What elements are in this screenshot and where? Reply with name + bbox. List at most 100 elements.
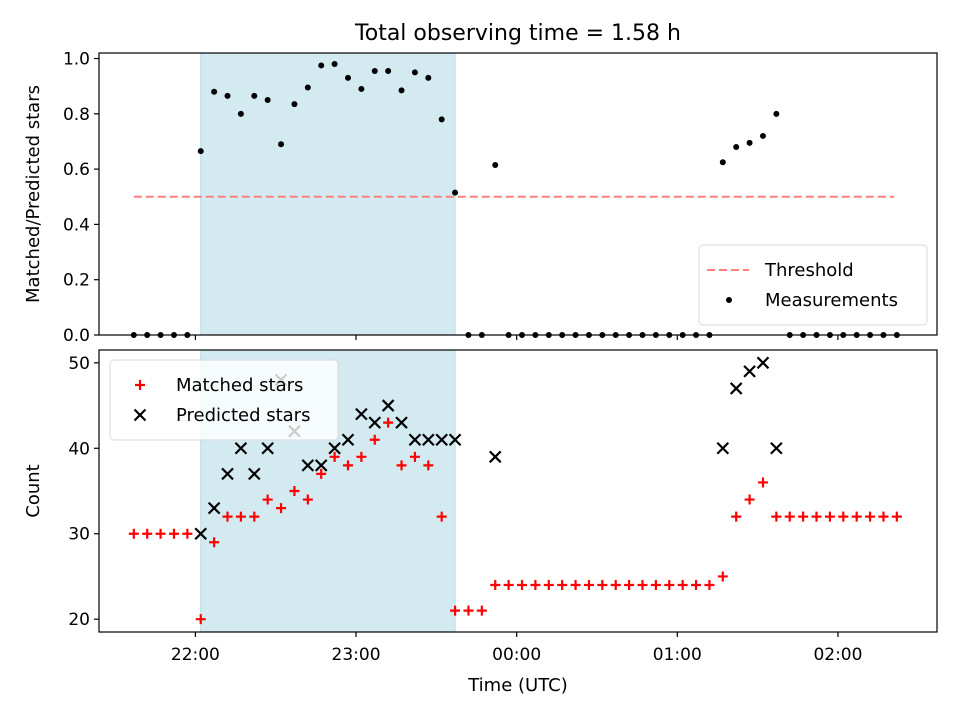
predicted-stars-point <box>729 382 743 395</box>
y-tick-label: 0.2 <box>63 271 90 291</box>
x-tick-label: 00:00 <box>492 645 541 665</box>
matched-stars-point <box>610 580 621 590</box>
matched-stars-point <box>851 511 862 522</box>
predicted-stars-point <box>261 441 274 455</box>
legend: Threshold Measurements <box>698 244 928 326</box>
y-tick-label: 0.4 <box>63 215 90 235</box>
measurements-point <box>278 141 285 148</box>
bottom-panel-counts: 20 30 40 50 22:00 23:00 00:00 01:00 02:00 Count Ma… <box>23 349 938 665</box>
predicted-stars-point <box>314 459 328 472</box>
observing-window-span <box>200 52 456 336</box>
legend-swatch <box>133 408 147 422</box>
matched-stars-point <box>476 605 487 616</box>
measurements-point <box>224 92 231 99</box>
matched-stars-point <box>249 511 260 522</box>
measurements-point <box>237 110 244 117</box>
matched-stars-point <box>784 511 795 522</box>
y-tick-label: 40 <box>68 439 90 459</box>
matched-stars-point <box>891 511 902 522</box>
matched-stars-point <box>838 511 849 522</box>
x-tick-label: 01:00 <box>653 645 702 665</box>
measurements-point <box>759 132 766 139</box>
measurements-point <box>304 84 311 91</box>
matched-stars-point <box>517 580 528 590</box>
matched-stars-point <box>383 417 394 428</box>
matched-stars-point <box>865 511 876 522</box>
y-tick-label: 1.0 <box>63 50 90 70</box>
y-axis-label: Count <box>23 464 44 517</box>
matched-stars-point <box>677 580 688 590</box>
matched-stars-point <box>195 614 206 625</box>
predicted-stars-point <box>770 441 783 455</box>
matched-stars-point <box>142 528 153 539</box>
matched-stars-point <box>691 580 702 590</box>
measurements-point <box>411 69 418 76</box>
y-tick-label: 50 <box>68 354 90 374</box>
y-tick-label: 30 <box>68 525 90 545</box>
measurements-point <box>344 74 351 81</box>
predicted-stars-point <box>248 467 261 481</box>
measurements-point <box>211 88 218 95</box>
measurements-point <box>438 116 445 123</box>
measurements-point <box>358 85 365 92</box>
measurements-point <box>371 67 378 74</box>
predicted-stars-point <box>716 441 730 455</box>
matched-stars-point <box>342 460 353 471</box>
measurements-point <box>733 144 740 150</box>
matched-stars-point <box>450 605 461 616</box>
matched-stars-point <box>824 511 835 522</box>
matched-stars-point <box>717 571 728 582</box>
matched-stars-point <box>262 494 273 505</box>
matched-stars-point <box>637 580 648 590</box>
matched-stars-point <box>356 451 367 462</box>
matched-stars-point <box>503 580 514 590</box>
matched-stars-point <box>289 486 300 496</box>
y-tick-label: 0.6 <box>63 160 90 180</box>
matched-stars-point <box>543 580 554 590</box>
matched-stars-point <box>463 605 474 616</box>
measurements-point <box>398 87 405 94</box>
y-tick-label: 20 <box>68 610 90 630</box>
predicted-stars-point <box>743 365 756 378</box>
matched-stars-point <box>757 477 768 488</box>
measurements-point <box>385 67 392 74</box>
matched-stars-point <box>316 468 327 479</box>
matched-stars-point <box>650 580 661 590</box>
predicted-stars-point <box>408 433 422 447</box>
matched-stars-point <box>771 511 782 522</box>
measurements-point <box>197 148 204 155</box>
predicted-stars-point <box>448 433 462 447</box>
matched-stars-point <box>436 511 447 522</box>
axes-frame <box>98 349 938 633</box>
legend-label: Measurements <box>765 290 898 311</box>
axes-frame <box>98 52 938 336</box>
matched-stars-point <box>731 511 742 522</box>
measurements-point <box>425 74 432 81</box>
matched-stars-point <box>704 580 715 590</box>
top-panel-ratio: 0.0 0.2 0.4 0.6 0.8 1.0 Matched/Predicted star… <box>23 50 938 346</box>
predicted-stars-point <box>381 399 395 412</box>
legend-label: Predicted stars <box>176 405 310 426</box>
predicted-stars-point <box>341 433 355 447</box>
x-tick-label: 23:00 <box>332 645 381 665</box>
x-tick-label: 22:00 <box>171 645 220 665</box>
legend-swatch <box>726 297 732 303</box>
predicted-stars-point <box>355 407 368 421</box>
matched-stars-point <box>570 580 581 590</box>
x-axis-label: Time (UTC) <box>467 675 568 696</box>
measurements-point <box>452 189 459 196</box>
predicted-stars-point <box>756 356 770 370</box>
measurements-point <box>331 61 338 68</box>
matched-stars-point <box>423 460 434 471</box>
legend: Matched stars Predicted stars <box>109 359 339 441</box>
measurements-point <box>746 139 753 146</box>
y-axis-label: Matched/Predicted stars <box>23 85 44 303</box>
matched-stars-point <box>744 494 755 505</box>
predicted-stars-point <box>194 527 208 541</box>
measurements-point <box>251 92 258 99</box>
predicted-stars-point <box>301 459 315 472</box>
predicted-stars-point <box>488 450 502 464</box>
predicted-stars-point <box>207 501 221 515</box>
matched-stars-point <box>369 434 380 445</box>
